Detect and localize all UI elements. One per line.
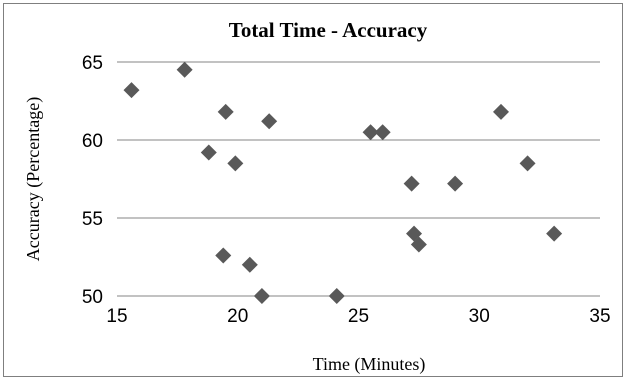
data-point [217, 103, 234, 120]
data-point [123, 82, 140, 99]
data-point [410, 236, 427, 253]
chart-title: Total Time - Accuracy [229, 18, 428, 42]
data-point [200, 144, 217, 161]
x-tick-label: 35 [589, 306, 610, 327]
y-tick-label: 50 [82, 287, 103, 308]
y-tick-label: 55 [82, 209, 103, 230]
tick-labels: 50 55 60 65 15 20 25 30 35 [82, 53, 611, 327]
data-point [374, 124, 391, 141]
x-tick-label: 15 [106, 306, 127, 327]
x-axis-label: Time (Minutes) [313, 354, 426, 375]
x-tick-label: 20 [227, 306, 248, 327]
gridlines [117, 61, 600, 297]
x-tick-label: 25 [348, 306, 369, 327]
data-point [176, 61, 193, 78]
y-tick-label: 60 [82, 131, 103, 152]
chart-frame: Total Time - Accuracy 50 55 60 65 15 20 25 30 35… [3, 3, 623, 377]
data-point [492, 103, 509, 120]
data-point [403, 175, 420, 192]
data-point [227, 155, 244, 172]
data-point [447, 175, 464, 192]
data-point [253, 288, 270, 304]
scatter-chart: Total Time - Accuracy 50 55 60 65 15 20 25 30 35… [23, 18, 611, 375]
x-tick-label: 30 [469, 306, 490, 327]
data-point [215, 247, 232, 264]
data-point [546, 225, 563, 242]
y-axis-label: Accuracy (Percentage) [23, 97, 44, 261]
data-point [362, 124, 379, 141]
data-point [519, 155, 536, 172]
data-points [123, 61, 563, 304]
y-tick-label: 65 [82, 53, 103, 74]
data-point [328, 288, 345, 304]
data-point [241, 256, 258, 273]
data-point [261, 113, 278, 130]
